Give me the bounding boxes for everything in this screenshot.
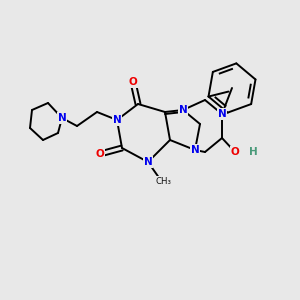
Text: CH₃: CH₃ [156,176,172,185]
Text: O: O [96,149,104,159]
Text: N: N [58,113,66,123]
Text: N: N [178,105,188,115]
Text: H: H [249,147,257,157]
Text: O: O [231,147,239,157]
Text: N: N [218,109,226,119]
Text: N: N [190,145,200,155]
Text: O: O [129,77,137,87]
Text: N: N [144,157,152,167]
Text: N: N [112,115,122,125]
